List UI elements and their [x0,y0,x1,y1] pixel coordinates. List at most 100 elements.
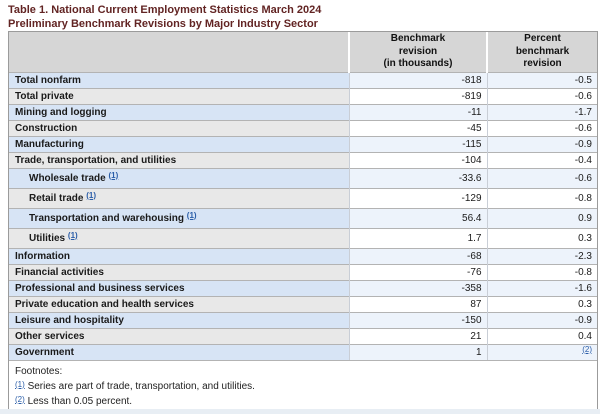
footnote-ref-link[interactable]: (1) [86,190,97,200]
percent-revision-value: 0.3 [578,298,592,310]
table-row: Professional and business services -358 -1… [9,279,597,296]
percent-revision-value: -0.9 [574,314,592,326]
sector-label-cell: Financial activities [9,263,349,280]
percent-revision-value: -0.8 [574,192,592,204]
benchmark-revision-cell: -45 [348,119,487,136]
percent-revision-value: -0.6 [574,122,592,134]
footnote-2-link[interactable]: (2) [15,395,25,404]
sector-label-cell: Utilities (1) [9,227,349,248]
percent-revision-cell: -1.7 [486,103,597,120]
sector-label-cell: Manufacturing [9,135,349,152]
benchmark-revisions-table-container: Benchmark revision (in thousands) Percen… [8,31,598,414]
footnote-ref-link[interactable]: (1) [67,230,78,240]
footnote-ref-link[interactable]: (1) [186,210,197,220]
footnotes-section: Footnotes: (1) Series are part of trade,… [9,360,597,414]
benchmark-revision-cell: -76 [348,263,487,280]
sector-label-cell: Mining and logging [9,103,349,120]
sector-label: Professional and business services [15,282,185,294]
benchmark-revision-cell: -104 [348,151,487,168]
percent-revision-cell: 0.3 [486,295,597,312]
sector-label-cell: Wholesale trade (1) [9,167,349,188]
percent-revision-cell: -2.3 [486,247,597,264]
benchmark-revision-cell: 21 [348,327,487,344]
percent-revision-value: -0.9 [574,138,592,150]
percent-revision-cell: -0.6 [486,87,597,104]
footnote-1-text: Series are part of trade, transportation… [27,381,255,392]
table-row: Financial activities -76 -0.8 [9,263,597,280]
table-row: Leisure and hospitality -150 -0.9 [9,311,597,328]
sector-label-cell: Total private [9,87,349,104]
header-benchmark-revision-cell: Benchmark revision (in thousands) [348,32,487,72]
sector-label-cell: Leisure and hospitality [9,311,349,328]
percent-revision-cell: -0.8 [486,187,597,208]
percent-revision-value: 0.3 [578,232,592,244]
footnote-item: (2) Less than 0.05 percent. [15,395,591,409]
benchmark-revision-cell: 87 [348,295,487,312]
sector-label: Transportation and warehousing [29,212,185,224]
sector-label: Private education and health services [15,298,194,310]
sector-label-cell: Other services [9,327,349,344]
benchmark-revision-cell: -818 [348,71,487,88]
table-row: Information -68 -2.3 [9,247,597,264]
benchmark-revision-cell: 1 [348,343,487,360]
benchmark-revisions-table: Benchmark revision (in thousands) Percen… [9,32,597,360]
table-row: Transportation and warehousing (1) 56.4 0.… [9,207,597,228]
benchmark-revision-cell: 1.7 [348,227,487,248]
table-row: Wholesale trade (1) -33.6 -0.6 [9,167,597,188]
percent-revision-cell: (2) [486,343,597,360]
sector-label: Utilities [29,232,66,244]
percent-revision-value: -0.6 [574,172,592,184]
footnote-2-text: Less than 0.05 percent. [27,396,133,407]
footnotes-heading: Footnotes: [15,366,63,377]
benchmark-revision-cell: -129 [348,187,487,208]
percent-revision-cell: -0.8 [486,263,597,280]
percent-revision-cell: -0.6 [486,119,597,136]
sector-label: Government [15,346,74,358]
percent-revision-cell: -1.6 [486,279,597,296]
benchmark-revision-cell: 56.4 [348,207,487,228]
percent-revision-cell: 0.3 [486,227,597,248]
benchmark-revision-cell: -68 [348,247,487,264]
sector-label-cell: Retail trade (1) [9,187,349,208]
table-row: Utilities (1) 1.7 0.3 [9,227,597,248]
sector-label: Information [15,250,70,262]
page-bottom-strip [0,409,600,414]
sector-label: Retail trade [29,192,84,204]
percent-revision-value: -1.6 [574,282,592,294]
sector-label: Mining and logging [15,106,107,118]
page-title: Table 1. National Current Employment Sta… [0,0,600,31]
table-title-line1: Table 1. National Current Employment Sta… [8,4,322,16]
percent-revision-cell: -0.4 [486,151,597,168]
sector-label-cell: Trade, transportation, and utilities [9,151,349,168]
sector-label-cell: Information [9,247,349,264]
sector-label-cell: Private education and health services [9,295,349,312]
table-row: Government 1 (2) [9,343,597,360]
sector-label-cell: Transportation and warehousing (1) [9,207,349,228]
table-row: Trade, transportation, and utilities -104… [9,151,597,168]
table-header: Benchmark revision (in thousands) Percen… [9,32,597,72]
table-row: Mining and logging -11 -1.7 [9,103,597,120]
sector-label: Construction [15,122,78,134]
sector-label-cell: Total nonfarm [9,71,349,88]
sector-label-cell: Government [9,343,349,360]
table-row: Total private -819 -0.6 [9,87,597,104]
footnote-ref-link[interactable]: (1) [108,170,119,180]
table-row: Private education and health services 87 0… [9,295,597,312]
sector-label: Trade, transportation, and utilities [15,154,177,166]
percent-revision-value: -0.6 [574,90,592,102]
table-row: Retail trade (1) -129 -0.8 [9,187,597,208]
benchmark-revision-cell: -819 [348,87,487,104]
sector-label-cell: Professional and business services [9,279,349,296]
sector-label-cell: Construction [9,119,349,136]
benchmark-revision-cell: -115 [348,135,487,152]
percent-revision-value: -0.5 [574,74,592,86]
footnote-1-link[interactable]: (1) [15,380,25,389]
percent-revision-value: 0.9 [578,212,592,224]
sector-label: Financial activities [15,266,104,278]
sector-label: Total private [15,90,74,102]
table-row: Manufacturing -115 -0.9 [9,135,597,152]
table-row: Other services 21 0.4 [9,327,597,344]
footnote-ref-link[interactable]: (2) [582,344,592,354]
header-percent-revision-cell: Percent benchmark revision [486,32,597,72]
percent-revision-value: -1.7 [574,106,592,118]
